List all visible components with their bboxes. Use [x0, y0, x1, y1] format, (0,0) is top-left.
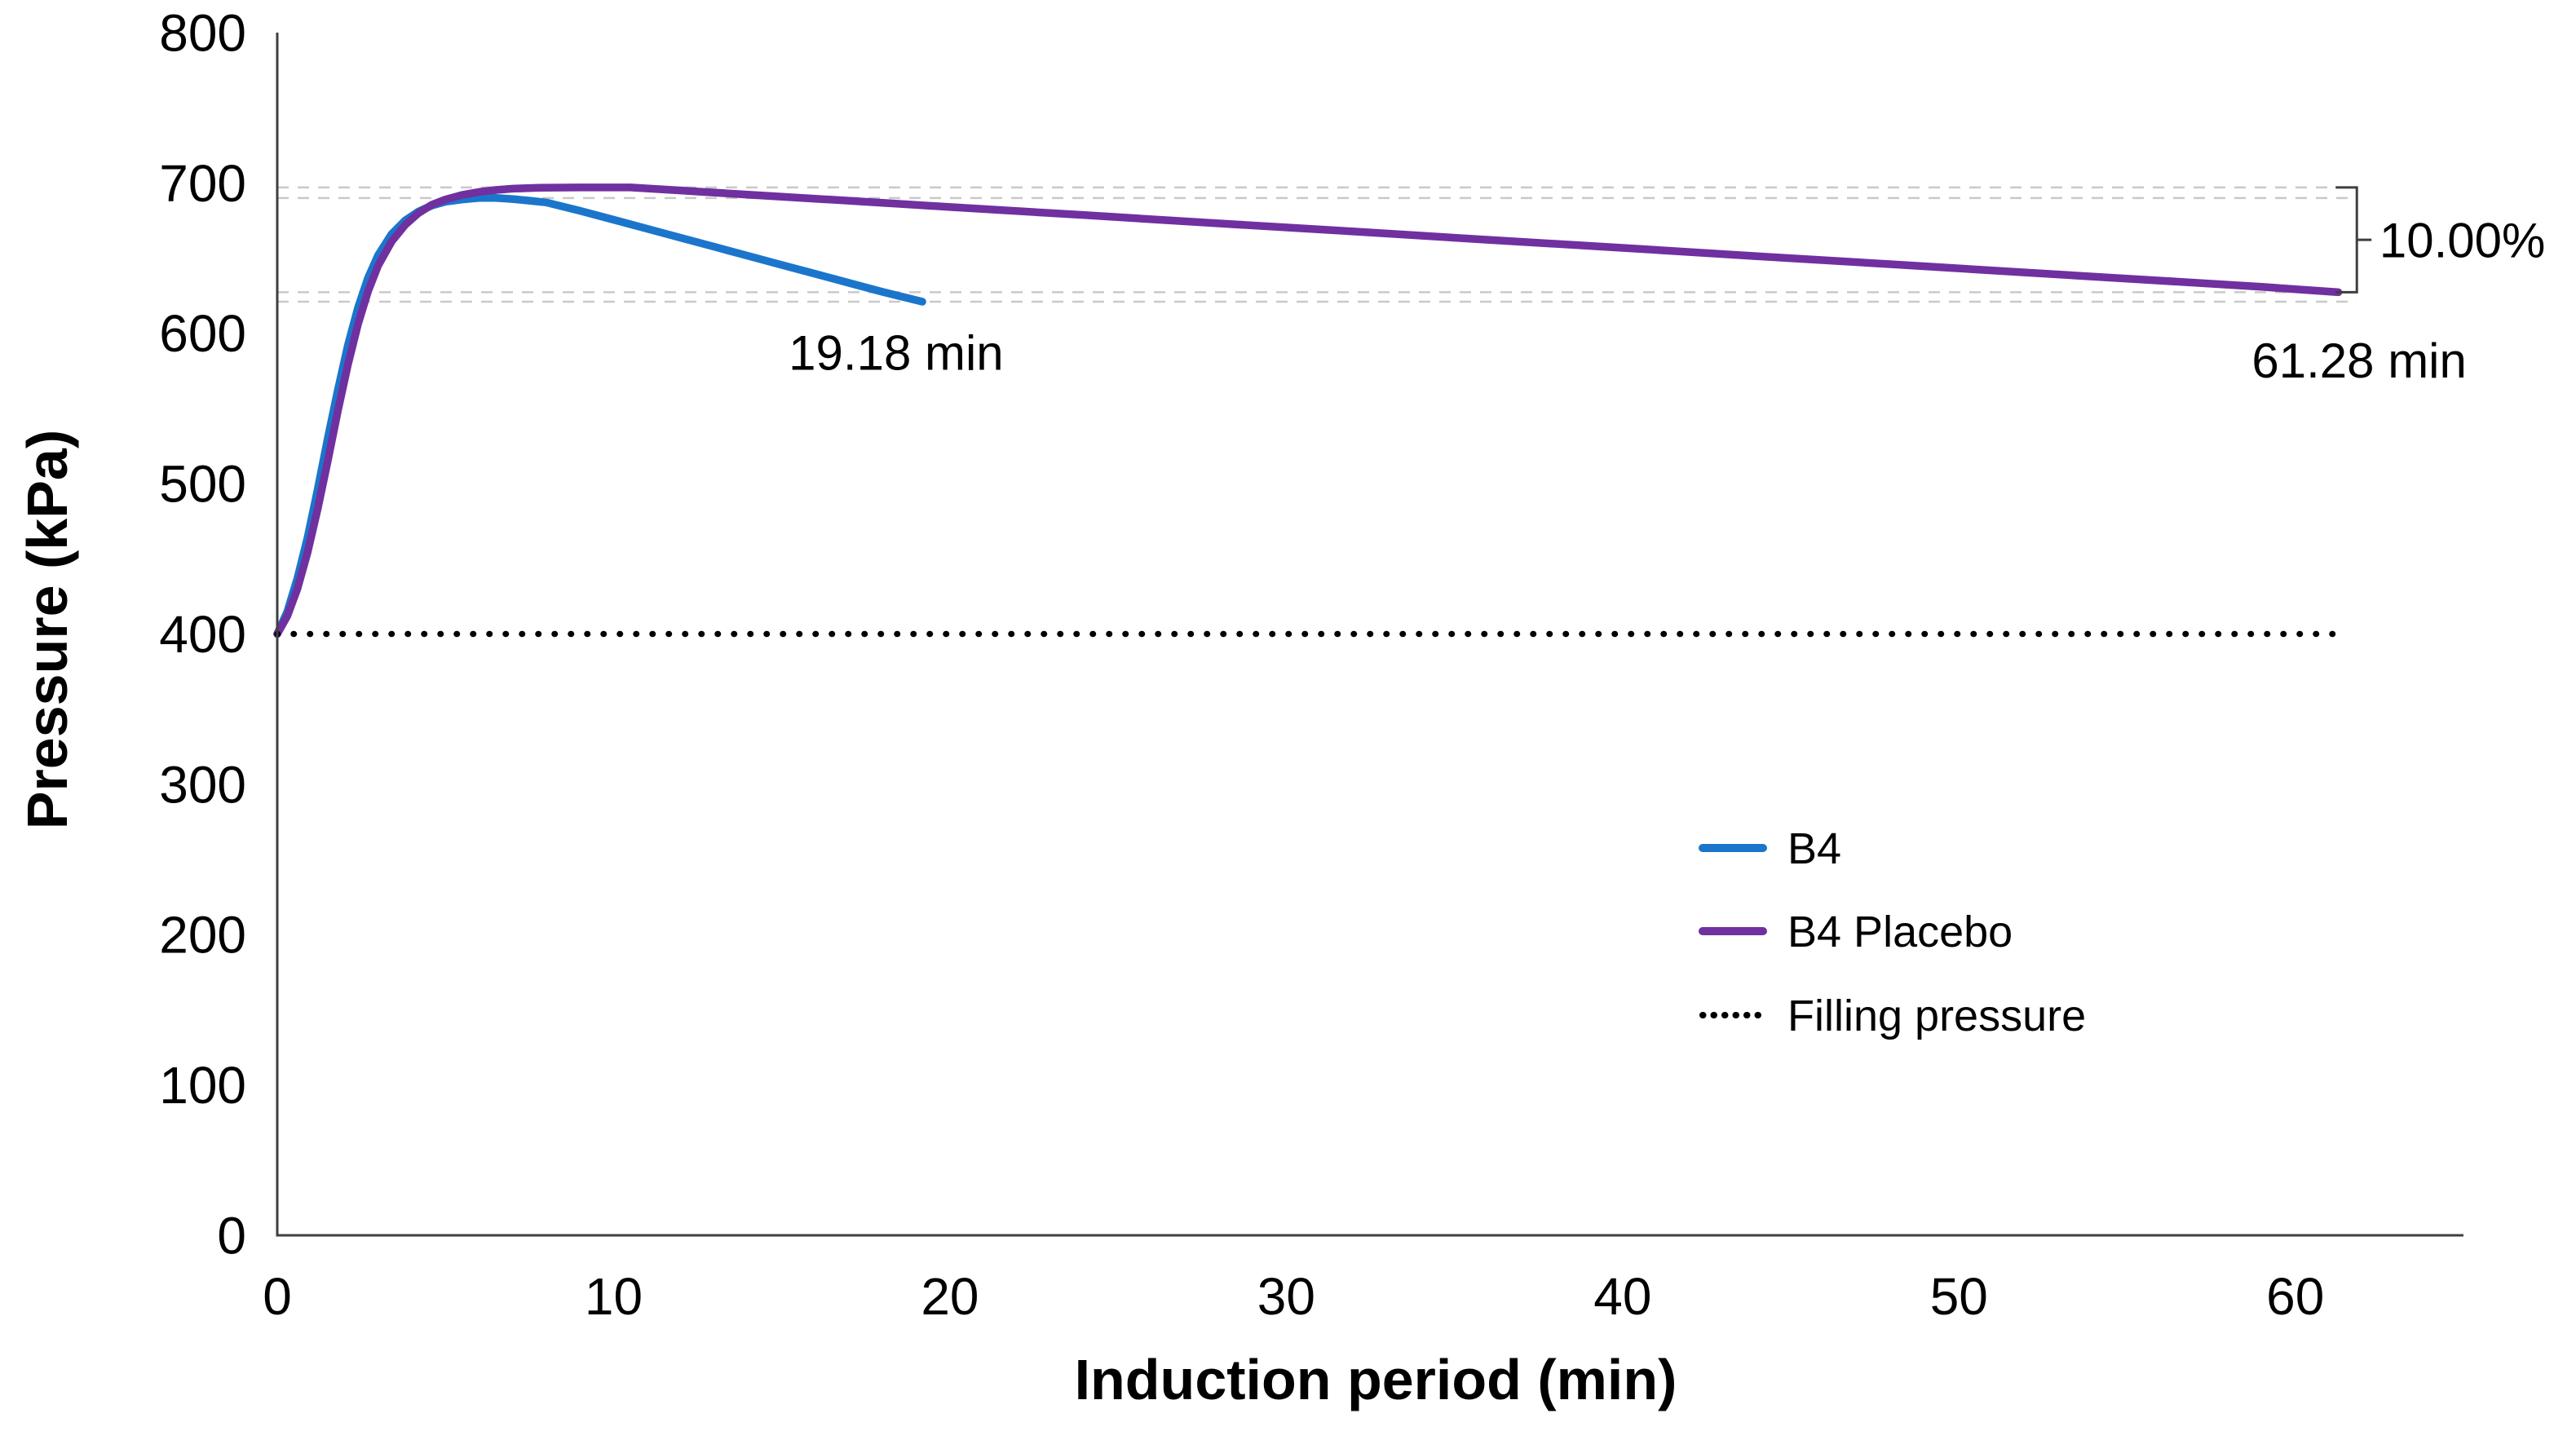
annotations: 19.18 min 61.28 min 10.00%: [789, 213, 2545, 388]
x-tick-label: 50: [1930, 1267, 1988, 1326]
percent-drop-bracket: [2335, 186, 2372, 294]
y-tick-label: 500: [159, 455, 246, 514]
y-tick-label: 200: [159, 906, 246, 965]
bracket-shape: [2335, 186, 2372, 294]
y-tick-label: 0: [217, 1206, 246, 1265]
x-tick-label: 40: [1593, 1267, 1651, 1326]
y-tick-label: 600: [159, 304, 246, 363]
reference-dashed-lines: [277, 186, 2357, 303]
y-tick-label: 100: [159, 1056, 246, 1115]
x-tick-label: 30: [1257, 1267, 1315, 1326]
x-tick-label: 10: [585, 1267, 643, 1326]
axes: [276, 33, 2463, 1237]
series-line-b4-placebo: [273, 183, 2343, 638]
y-axis-title: Pressure (kPa): [15, 430, 79, 829]
annotation-pressure_drop_pct: 10.00%: [2379, 213, 2546, 267]
x-tick-label: 0: [263, 1267, 292, 1326]
x-tick-label: 60: [2266, 1267, 2324, 1326]
x-tick-label: 20: [921, 1267, 979, 1326]
annotation-placebo_end_time: 61.28 min: [2251, 333, 2467, 388]
y-tick-label: 800: [159, 3, 246, 62]
y-tick-label: 300: [159, 755, 246, 814]
y-tick-label: 400: [159, 605, 246, 664]
x-axis-title: Induction period (min): [1075, 1348, 1677, 1411]
series-line-b4: [273, 194, 926, 638]
legend-label-1: B4 Placebo: [1787, 908, 2013, 956]
annotation-b4_end_time: 19.18 min: [789, 326, 1004, 381]
y-tick-label: 700: [159, 154, 246, 213]
legend: B4 B4 Placebo Filling pressure: [1699, 824, 2086, 1040]
data-series: [273, 183, 2343, 638]
tick-labels: 0 100 200 300 400 500 600 700 800 0 10 20 30 40 50 60: [159, 3, 2324, 1326]
legend-label-2: Filling pressure: [1787, 992, 2086, 1040]
legend-label-0: B4: [1787, 824, 1841, 873]
